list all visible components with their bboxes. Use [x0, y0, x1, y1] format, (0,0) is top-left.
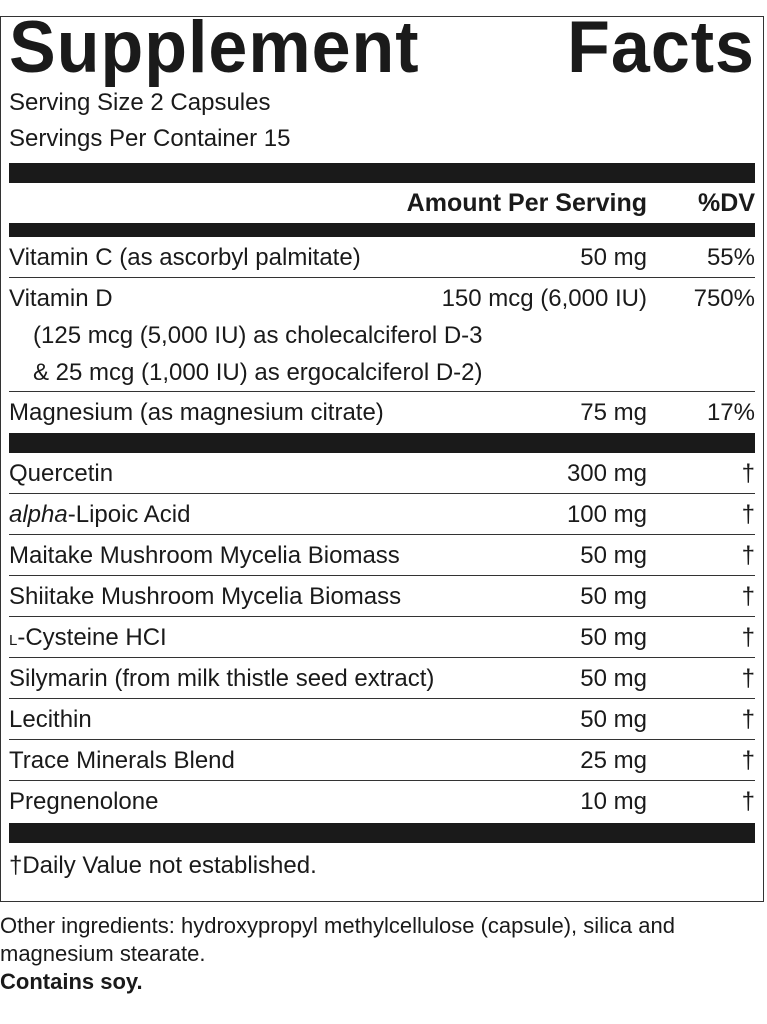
- nutrient-name: Vitamin C (as ascorbyl palmitate): [9, 244, 361, 271]
- ingredient-name-text: Lecithin: [9, 706, 92, 733]
- other-ingredients-list: Quercetin 300 mg † alpha-Lipoic Acid 100 …: [9, 453, 755, 822]
- nutrient-row: Magnesium (as magnesium citrate) 75 mg 1…: [9, 392, 755, 433]
- ingredient-name-text: Silymarin (from milk thistle seed extrac…: [9, 665, 435, 692]
- other-ingredients-text: Other ingredients: hydroxypropyl methylc…: [0, 912, 767, 996]
- ingredient-name-text: Maitake Mushroom Mycelia Biomass: [9, 542, 400, 569]
- ingredient-name: Quercetin: [9, 453, 567, 494]
- ingredient-row: alpha-Lipoic Acid 100 mg †: [9, 494, 755, 535]
- nutrient-name-block: Vitamin D 150 mcg (6,000 IU) (125 mcg (5…: [9, 278, 647, 391]
- ingredient-amount: 50 mg: [580, 542, 647, 569]
- column-header: Amount Per Serving %DV: [9, 183, 755, 223]
- nutrient-amount: 150 mcg (6,000 IU): [441, 285, 647, 312]
- divider-bar: [9, 223, 755, 237]
- supplement-facts-panel: Supplement Facts Serving Size 2 Capsules…: [0, 6, 764, 902]
- ingredient-dv: †: [741, 583, 755, 610]
- nutrient-dv: 17%: [706, 399, 755, 426]
- ingredient-name: Shiitake Mushroom Mycelia Biomass: [9, 576, 580, 617]
- ingredient-dv: †: [741, 747, 755, 774]
- ingredient-name-text: Trace Minerals Blend: [9, 747, 235, 774]
- ingredient-amount: 25 mg: [580, 747, 647, 774]
- ingredient-row: Shiitake Mushroom Mycelia Biomass 50 mg …: [9, 576, 755, 617]
- ingredient-row: Quercetin 300 mg †: [9, 453, 755, 494]
- title-word-facts: Facts: [567, 6, 755, 88]
- ingredient-amount: 100 mg: [566, 501, 647, 528]
- ingredient-dv: †: [741, 624, 755, 651]
- nutrient-row: Vitamin C (as ascorbyl palmitate) 50 mg …: [9, 237, 755, 278]
- nutrient-row: Vitamin D 150 mcg (6,000 IU) (125 mcg (5…: [9, 278, 755, 392]
- ingredient-name: Maitake Mushroom Mycelia Biomass: [9, 535, 580, 576]
- ingredient-name: Trace Minerals Blend: [9, 740, 580, 781]
- nutrient-amount: 50 mg: [580, 244, 647, 271]
- ingredient-name: Silymarin (from milk thistle seed extrac…: [9, 658, 580, 699]
- ingredient-name-text: Shiitake Mushroom Mycelia Biomass: [9, 583, 402, 610]
- ingredient-row: L-Cysteine HCI 50 mg †: [9, 617, 755, 658]
- ingredient-name: L-Cysteine HCI: [9, 617, 580, 661]
- ingredient-amount: 50 mg: [580, 624, 647, 651]
- divider-bar: [9, 823, 755, 843]
- ingredient-amount: 300 mg: [566, 460, 647, 487]
- ingredient-dv: †: [741, 665, 755, 692]
- ingredient-row: Lecithin 50 mg †: [9, 699, 755, 740]
- footnote: †Daily Value not established.: [9, 852, 317, 879]
- ingredient-amount: 50 mg: [580, 665, 647, 692]
- nutrient-dv: 55%: [706, 244, 755, 271]
- ingredient-row: Trace Minerals Blend 25 mg †: [9, 740, 755, 781]
- ingredient-dv: †: [741, 501, 755, 528]
- panel-title: Supplement Facts: [9, 6, 755, 88]
- ingredient-name-italic: alpha: [9, 501, 68, 528]
- ingredient-name-smallcap: L: [9, 632, 18, 649]
- ingredient-amount: 50 mg: [580, 706, 647, 733]
- ingredient-name-text: -Lipoic Acid: [67, 501, 191, 528]
- ingredient-dv: †: [741, 788, 755, 815]
- ingredient-name-text: Pregnenolone: [9, 788, 159, 815]
- ingredient-row: Pregnenolone 10 mg †: [9, 781, 755, 822]
- ingredient-row: Silymarin (from milk thistle seed extrac…: [9, 658, 755, 699]
- other-ingredients: Other ingredients: hydroxypropyl methylc…: [0, 913, 675, 966]
- ingredient-row: Maitake Mushroom Mycelia Biomass 50 mg †: [9, 535, 755, 576]
- ingredient-amount: 10 mg: [580, 788, 647, 815]
- title-word-supplement: Supplement: [9, 6, 420, 88]
- allergen-statement: Contains soy.: [0, 969, 143, 994]
- ingredient-name-text: Quercetin: [9, 460, 114, 487]
- header-dv: %DV: [698, 188, 755, 217]
- nutrient-amount: 75 mg: [580, 399, 647, 426]
- nutrient-dv: 750%: [693, 285, 755, 312]
- serving-size: Serving Size 2 Capsules: [9, 89, 271, 116]
- ingredient-dv: †: [741, 542, 755, 569]
- nutrient-detail: (125 mcg (5,000 IU) as cholecalciferol D…: [33, 322, 483, 349]
- ingredient-name: Pregnenolone: [9, 781, 580, 822]
- ingredient-amount: 50 mg: [580, 583, 647, 610]
- ingredient-dv: †: [741, 460, 755, 487]
- divider-bar: [9, 163, 755, 183]
- ingredient-name: Lecithin: [9, 699, 580, 740]
- nutrient-name: Vitamin D: [9, 285, 113, 312]
- servings-per-container: Servings Per Container 15: [9, 125, 291, 152]
- header-amount: Amount Per Serving: [406, 188, 647, 217]
- nutrient-detail: & 25 mcg (1,000 IU) as ergocalciferol D-…: [33, 359, 483, 386]
- nutrient-name: Magnesium (as magnesium citrate): [9, 399, 384, 426]
- divider-bar: [9, 433, 755, 453]
- vitamin-d-line: Vitamin D 150 mcg (6,000 IU): [9, 280, 647, 317]
- ingredient-name-text: -Cysteine HCI: [17, 624, 167, 651]
- ingredient-dv: †: [741, 706, 755, 733]
- ingredient-name: alpha-Lipoic Acid: [9, 494, 567, 535]
